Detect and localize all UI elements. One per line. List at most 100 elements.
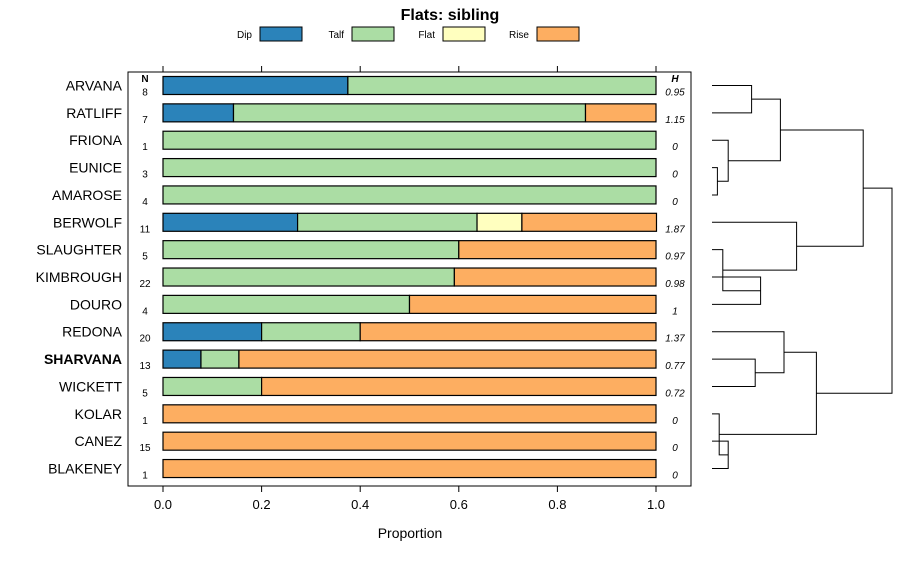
n-label-kimbrough: 22	[139, 279, 151, 290]
bar-segment-ratliff-talf	[232, 103, 587, 123]
n-label-amarose: 4	[142, 197, 148, 208]
legend-label-rise: Rise	[509, 30, 529, 41]
category-labels: ARVANA RATLIFF FRIONA EUNICE AMAROSE BERWOLF S…	[36, 78, 123, 477]
bar-segment-redona-talf	[261, 322, 361, 342]
h-label-amarose: 0	[672, 197, 678, 208]
category-label-wickett: WICKETT	[59, 378, 122, 394]
h-label-slaughter: 0.97	[665, 252, 685, 263]
bar-segment-berwolf-talf	[296, 212, 478, 232]
bar-segment-ratliff-rise	[584, 103, 657, 123]
dendrogram-branch	[712, 358, 756, 387]
h-label-friona: 0	[672, 142, 678, 153]
n-header: N	[141, 74, 148, 85]
category-label-kolar: KOLAR	[75, 406, 122, 422]
bar-segment-redona-dip	[162, 322, 263, 342]
bar-segment-slaughter-rise	[458, 240, 657, 260]
bar-segment-slaughter-talf	[162, 240, 460, 260]
bar-segment-sharvana-rise	[238, 349, 657, 369]
category-label-ratliff: RATLIFF	[66, 105, 122, 121]
bar-segment-berwolf-flat	[476, 212, 523, 232]
category-label-blakeney: BLAKENEY	[48, 461, 123, 477]
h-label-sharvana: 0.77	[665, 361, 685, 372]
dendrogram-branch	[719, 351, 817, 435]
bar-segment-ratliff-dip	[162, 103, 235, 123]
legend-swatch-talf	[351, 26, 395, 42]
bar-segment-kimbrough-rise	[453, 267, 657, 287]
legend-swatch-dip	[259, 26, 303, 42]
h-label-wickett: 0.72	[665, 388, 685, 399]
legend: Dip Talf Flat Rise	[237, 26, 580, 42]
x-axis: 0.0 0.2 0.4 0.6 0.8 1.0	[154, 66, 665, 512]
category-label-sharvana: SHARVANA	[44, 351, 122, 367]
h-label-berwolf: 1.87	[665, 224, 685, 235]
bar-segment-arvana-dip	[162, 75, 349, 96]
bar-segment-canez-rise	[162, 431, 657, 451]
category-label-redona: REDONA	[62, 324, 123, 340]
x-axis-label: Proportion	[378, 525, 443, 541]
bar-segment-kimbrough-talf	[162, 267, 455, 287]
n-label-canez: 15	[139, 443, 151, 454]
n-label-blakeney: 1	[142, 471, 148, 482]
x-tick-label: 0.0	[154, 497, 172, 512]
bar-segment-berwolf-rise	[521, 212, 658, 232]
x-tick-label: 1.0	[647, 497, 665, 512]
legend-label-dip: Dip	[237, 30, 252, 41]
chart-title: Flats: sibling	[401, 7, 500, 24]
n-label-douro: 4	[142, 306, 148, 317]
dendrogram-branch	[780, 129, 864, 247]
x-tick-label: 0.6	[450, 497, 468, 512]
h-label-arvana: 0.95	[665, 88, 685, 99]
bar-segment-wickett-talf	[162, 376, 263, 397]
plot-frame	[127, 71, 692, 487]
bar-segment-wickett-rise	[261, 376, 657, 397]
h-label-blakeney: 0	[672, 471, 678, 482]
bar-segment-eunice-talf	[162, 157, 657, 178]
bar-segment-amarose-talf	[162, 185, 657, 205]
h-label-redona: 1.37	[665, 334, 685, 345]
n-label-redona: 20	[139, 334, 151, 345]
h-labels: 0.95 1.15 0 0 0 1.87 0.97 0.98 1 1.37 0.77 0.72 0 0 0	[665, 88, 685, 482]
category-label-eunice: EUNICE	[69, 160, 122, 176]
x-tick-label: 0.8	[548, 497, 566, 512]
dendrogram-branch	[712, 167, 718, 196]
h-label-douro: 1	[672, 306, 678, 317]
n-label-sharvana: 13	[139, 361, 151, 372]
dendrogram-branch	[712, 85, 753, 114]
legend-swatch-rise	[536, 26, 580, 42]
n-label-friona: 1	[142, 142, 148, 153]
h-label-kolar: 0	[672, 416, 678, 427]
bar-segment-kolar-rise	[162, 404, 657, 424]
dendrogram-branch	[712, 221, 798, 271]
legend-swatch-flat	[442, 26, 486, 42]
bar-segment-berwolf-dip	[162, 212, 299, 232]
dendrogram	[712, 85, 893, 470]
category-label-arvana: ARVANA	[66, 78, 123, 94]
category-label-slaughter: SLAUGHTER	[36, 242, 122, 258]
h-label-ratliff: 1.15	[665, 115, 685, 126]
h-header: H	[671, 74, 679, 85]
n-label-wickett: 5	[142, 388, 148, 399]
dendrogram-branch	[712, 139, 729, 182]
category-label-kimbrough: KIMBROUGH	[36, 269, 122, 285]
legend-label-talf: Talf	[328, 30, 344, 41]
x-tick-label: 0.2	[253, 497, 271, 512]
n-label-arvana: 8	[142, 88, 148, 99]
bar-segment-sharvana-dip	[162, 349, 202, 369]
bar-segment-sharvana-talf	[200, 349, 240, 369]
bars-group	[162, 75, 658, 479]
dendrogram-branch	[712, 331, 785, 374]
category-label-berwolf: BERWOLF	[53, 214, 122, 230]
dendrogram-branch	[728, 98, 781, 162]
bar-segment-friona-talf	[162, 130, 657, 150]
n-label-eunice: 3	[142, 170, 148, 181]
n-label-ratliff: 7	[142, 115, 148, 126]
h-label-canez: 0	[672, 443, 678, 454]
legend-label-flat: Flat	[418, 30, 435, 41]
bar-segment-arvana-talf	[347, 75, 657, 96]
category-label-douro: DOURO	[70, 296, 122, 312]
h-label-eunice: 0	[672, 170, 678, 181]
bar-segment-blakeney-rise	[162, 458, 657, 479]
h-label-kimbrough: 0.98	[665, 279, 685, 290]
